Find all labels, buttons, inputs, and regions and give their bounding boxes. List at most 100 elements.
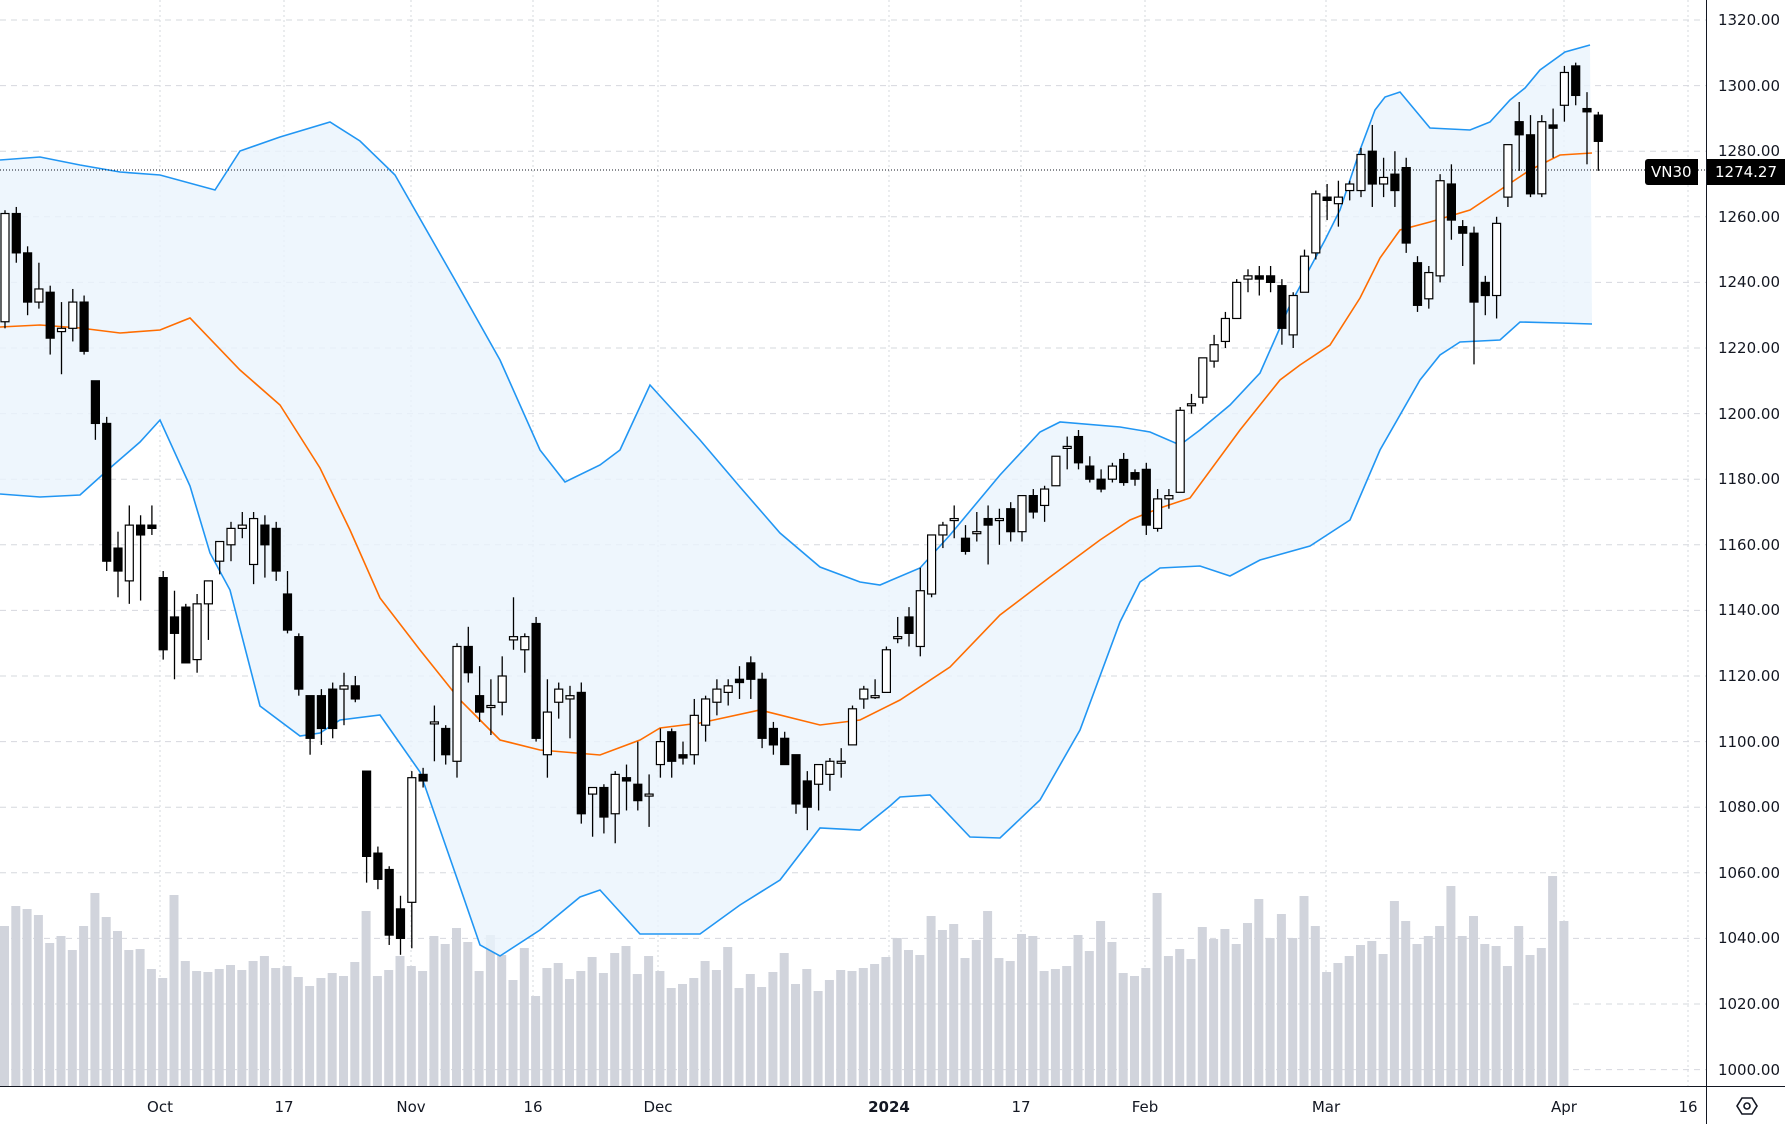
volume-bar	[1209, 939, 1219, 1086]
volume-bar	[621, 946, 631, 1086]
candle-down	[271, 527, 281, 572]
volume-bar	[881, 957, 891, 1086]
candle-down	[667, 731, 677, 762]
candle-down	[102, 422, 112, 562]
candle-up	[610, 773, 620, 815]
volume-bar	[1446, 886, 1456, 1086]
volume-bar	[90, 893, 100, 1086]
volume-bar	[1559, 921, 1569, 1086]
volume-bar	[734, 988, 744, 1086]
candle-up	[407, 777, 417, 903]
candle-up	[915, 590, 925, 648]
candle-up	[339, 685, 349, 690]
candle-up	[192, 603, 202, 661]
volume-bar	[169, 895, 179, 1086]
candle-down	[147, 524, 157, 529]
candle-up	[1164, 495, 1174, 500]
candle-down	[373, 852, 383, 880]
volume-bar	[418, 971, 428, 1086]
volume-bar	[1220, 929, 1230, 1086]
volume-bar	[1197, 927, 1207, 1086]
volume-bar	[757, 987, 767, 1086]
candle-down	[1401, 167, 1411, 244]
candle-down	[441, 727, 451, 756]
price-tick-label: 1200.00	[1717, 404, 1780, 423]
volume-bar	[565, 979, 574, 1086]
candle-down	[1480, 281, 1490, 297]
volume-bar	[1118, 973, 1128, 1086]
time-tick-label: 2024	[868, 1098, 910, 1116]
candle-down	[418, 773, 428, 782]
candle-down	[791, 754, 801, 805]
volume-bar	[892, 938, 902, 1086]
volume-bar	[598, 973, 608, 1086]
volume-bar	[1175, 949, 1185, 1086]
volume-bar	[813, 991, 823, 1086]
candle-up	[429, 721, 439, 725]
candle-down	[1514, 121, 1524, 136]
volume-bar	[678, 984, 687, 1086]
candle-down	[1141, 468, 1151, 526]
volume-bar	[79, 926, 89, 1086]
volume-bar	[904, 950, 913, 1086]
candle-up	[813, 763, 824, 785]
volume-bar	[1107, 942, 1117, 1086]
candle-down	[757, 678, 767, 739]
volume-bar	[1299, 896, 1309, 1086]
volume-bar	[316, 978, 326, 1086]
candle-up	[689, 714, 699, 756]
volume-bar	[56, 936, 66, 1086]
candle-down	[1593, 114, 1603, 142]
volume-bar	[11, 906, 21, 1086]
volume-bar	[553, 963, 563, 1086]
candle-up	[700, 698, 711, 726]
candle-up	[554, 688, 564, 703]
candle-down	[1277, 285, 1287, 329]
volume-bar	[926, 916, 936, 1086]
volume-bar	[350, 962, 360, 1086]
volume-bar	[949, 924, 959, 1086]
volume-bar	[1525, 955, 1535, 1086]
volume-bar	[824, 980, 834, 1086]
candle-up	[972, 531, 982, 535]
candle-up	[497, 675, 507, 703]
volume-bar	[745, 974, 755, 1086]
volume-bar	[1017, 934, 1026, 1086]
volume-bar	[463, 942, 473, 1086]
volume-bar	[293, 977, 303, 1086]
volume-bar	[519, 948, 529, 1086]
candle-down	[1412, 262, 1423, 306]
volume-bar	[1333, 963, 1343, 1086]
candle-up	[723, 685, 733, 694]
volume-bar	[1186, 959, 1196, 1086]
candle-down	[621, 777, 632, 782]
chart-pane[interactable]: VN30	[0, 0, 1706, 1086]
candlestick-chart[interactable]	[0, 0, 1706, 1086]
volume-bar	[158, 978, 168, 1086]
candle-up	[215, 540, 225, 562]
time-axis[interactable]: Oct 17 Nov 16 Dec 2024 17 Feb Mar Apr 16	[0, 1086, 1706, 1124]
volume-bar	[689, 978, 699, 1086]
candle-up	[1345, 183, 1355, 192]
candle-down	[1073, 435, 1084, 464]
volume-bar	[1141, 968, 1151, 1086]
candle-up	[237, 524, 247, 529]
volume-bar	[531, 996, 541, 1086]
volume-bar	[1457, 936, 1467, 1086]
candle-up	[712, 688, 722, 703]
price-axis[interactable]: 1320.00 1300.00 1280.00 1260.00 1240.00 1220.…	[1706, 0, 1785, 1086]
time-tick-label: Mar	[1311, 1098, 1341, 1116]
candle-up	[1424, 271, 1434, 300]
candle-down	[1322, 196, 1332, 201]
candle-down	[113, 547, 123, 572]
candle-down	[1265, 275, 1276, 283]
volume-bar	[395, 956, 405, 1086]
volume-bar	[485, 935, 495, 1086]
candle-down	[678, 754, 688, 759]
chart-settings-button[interactable]	[1706, 1086, 1785, 1124]
candle-down	[802, 780, 812, 808]
candle-up	[1491, 222, 1502, 297]
volume-bar	[271, 968, 281, 1086]
time-tick-label: 17	[1011, 1098, 1031, 1116]
candle-down	[734, 678, 745, 684]
